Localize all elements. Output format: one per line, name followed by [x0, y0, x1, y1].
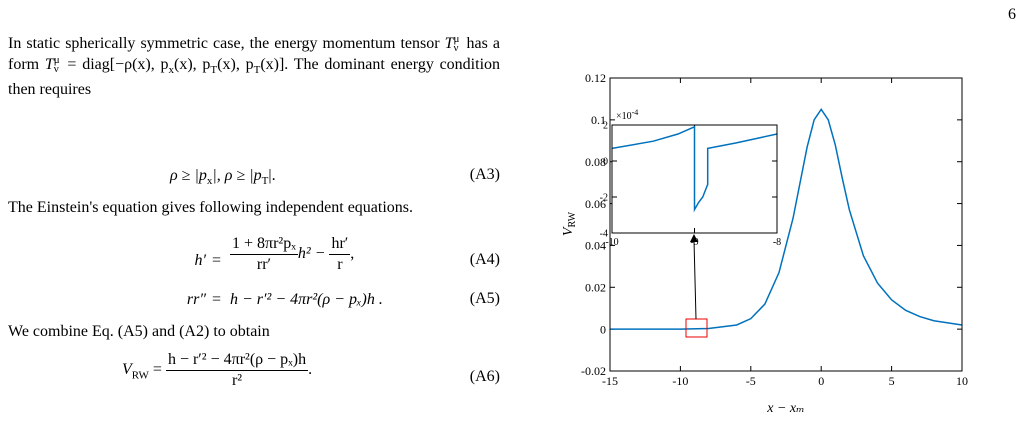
paragraph: The Einstein's equation gives following …: [8, 199, 414, 216]
inset-plot: -10 -9 -8 -4 -2 0 2: [600, 121, 782, 249]
math: |.: [268, 167, 276, 184]
subscript: T: [261, 175, 269, 188]
y-tick-label: 0: [600, 322, 606, 336]
numerator: hr′: [331, 235, 349, 252]
arrow: [693, 239, 697, 320]
multiplier: ×10-4: [616, 108, 638, 122]
subscript: RW: [131, 369, 149, 382]
y-tick-label: -4: [600, 229, 608, 240]
symbol: T: [44, 55, 54, 73]
y-tick-label: 0.08: [585, 155, 606, 169]
math: .: [308, 361, 313, 379]
equation: VRW = h − r′² − 4πr²(ρ − pₓ)h r².: [122, 350, 312, 391]
equation-rel: =: [212, 291, 222, 308]
x-tick-label: -5: [746, 374, 756, 388]
subscript: T: [210, 63, 218, 76]
math: =: [152, 361, 162, 379]
main-plot: -15 -10 -5 0 5 10 -0.02 0 0.02 0.04 0.06 0.08 0.1 0.1…: [581, 71, 968, 388]
equation-label: (A5): [469, 290, 500, 307]
text: In static spherically symmetric case, th…: [8, 35, 445, 52]
subscript: x: [206, 175, 213, 188]
equation: ρ ≥ |px|, ρ ≥ |pT|.: [170, 166, 276, 191]
paragraph: In static spherically symmetric case, th…: [8, 34, 500, 101]
equation-label: (A6): [469, 368, 500, 385]
y-tick-label: 0.04: [585, 239, 606, 253]
symbol: T: [444, 35, 454, 52]
x-tick-label: -9: [690, 237, 698, 248]
equation-rhs: h − r′² − 4πr²(ρ − pₓ)h .: [230, 290, 383, 310]
y-tick-label: 0.12: [585, 71, 606, 85]
numerator: h − r′² − 4πr²(ρ − pₓ)h: [167, 351, 307, 368]
text: (x)]. The dominant energy condition then…: [8, 55, 501, 99]
y-tick-label: 0.02: [585, 280, 606, 294]
equation-lhs: h′: [150, 251, 207, 271]
x-tick-label: 5: [889, 374, 895, 388]
math: h² −: [297, 245, 330, 263]
superscript: μ: [53, 53, 60, 66]
denominator: r²: [165, 370, 309, 391]
x-tick-label: -8: [773, 237, 781, 248]
y-tick-label: 2: [603, 121, 608, 132]
math: ρ ≥ |p: [170, 167, 207, 184]
text: (x), p: [174, 55, 211, 73]
y-tick-label: 0.06: [585, 197, 606, 211]
arrow-head: [690, 234, 698, 242]
x-tick-label: 10: [956, 374, 968, 388]
math: ,: [350, 245, 355, 263]
page-number: 6: [1008, 6, 1016, 23]
text: (x), p: [217, 55, 254, 73]
subscript: T: [253, 63, 261, 76]
x-tick-label: -10: [672, 374, 688, 388]
y-tick-label: -2: [600, 193, 608, 204]
y-tick-label: 0: [603, 157, 608, 168]
denominator: r: [329, 254, 351, 275]
x-axis-label: x − xₘ: [766, 401, 804, 416]
math: |, ρ ≥ |p: [212, 167, 262, 184]
text: -4: [632, 108, 639, 117]
text: h − r′² − 4πr²(ρ − pₓ)h .: [230, 291, 383, 308]
text: = diag[−ρ(x), p: [61, 55, 169, 73]
subscript: ν: [453, 42, 459, 55]
equation-label: (A3): [469, 166, 500, 183]
superscript: μ: [453, 33, 460, 46]
x-tick-label: -10: [605, 237, 618, 248]
denominator: rr′: [230, 254, 298, 275]
numerator: 1 + 8πr²pₓ: [232, 235, 296, 252]
paragraph: We combine Eq. (A5) and (A2) to obtain: [8, 323, 270, 340]
math: V: [122, 361, 132, 379]
text: has a form: [8, 35, 500, 73]
axes-box: [609, 77, 963, 372]
y-tick-label: -0.02: [581, 364, 606, 378]
data-line: [610, 108, 963, 330]
axes-box: [611, 124, 778, 234]
text: rr″: [186, 291, 206, 308]
text: V: [561, 226, 576, 236]
x-tick-label: -15: [602, 374, 618, 388]
equation-rel: =: [212, 252, 222, 269]
equation-label: (A4): [469, 251, 500, 268]
text: h′: [194, 252, 207, 269]
equation-rhs: 1 + 8πr²pₓ rr′ h² − hr′ r,: [230, 234, 354, 275]
y-tick-label: 0.1: [591, 113, 606, 127]
zoom-box: [685, 318, 708, 338]
text: ×10: [616, 111, 632, 122]
subscript: x: [168, 63, 175, 76]
y-axis-label: VRW: [561, 211, 578, 236]
data-line: [611, 125, 778, 213]
text: RW: [567, 211, 578, 227]
equation-lhs: rr″: [150, 290, 206, 310]
subscript: ν: [53, 62, 59, 75]
x-tick-label: 0: [818, 374, 824, 388]
